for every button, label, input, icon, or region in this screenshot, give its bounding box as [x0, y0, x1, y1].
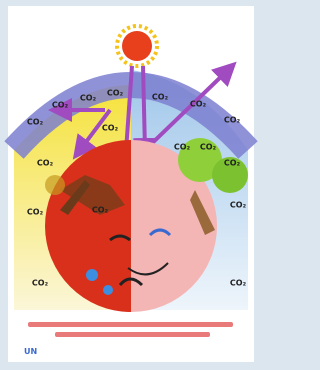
co2-label: CO₂	[224, 116, 241, 125]
co2-label: CO₂	[224, 159, 241, 168]
co2-label: CO₂	[80, 94, 97, 103]
co2-label: CO₂	[190, 100, 207, 109]
page: UN CO₂ CO₂ CO₂ CO₂ CO₂ CO₂ CO₂ CO₂ CO₂ CO₂ CO₂ CO₂ C…	[0, 0, 262, 370]
co2-label: CO₂	[107, 89, 124, 98]
co2-label: CO₂	[102, 124, 119, 133]
co2-label: CO₂	[174, 143, 191, 152]
logo: UN	[24, 347, 37, 356]
co2-label: CO₂	[200, 143, 217, 152]
co2-label: CO₂	[52, 101, 69, 110]
co2-label: CO₂	[152, 93, 169, 102]
poster: UN CO₂ CO₂ CO₂ CO₂ CO₂ CO₂ CO₂ CO₂ CO₂ CO₂ CO₂ CO₂ C…	[0, 0, 262, 370]
co2-label: CO₂	[230, 279, 247, 288]
co2-label: CO₂	[32, 279, 49, 288]
co2-label: CO₂	[92, 206, 109, 215]
co2-label: CO₂	[27, 208, 44, 217]
co2-label: CO₂	[27, 118, 44, 127]
co2-label: CO₂	[37, 159, 54, 168]
co2-label: CO₂	[230, 201, 247, 210]
